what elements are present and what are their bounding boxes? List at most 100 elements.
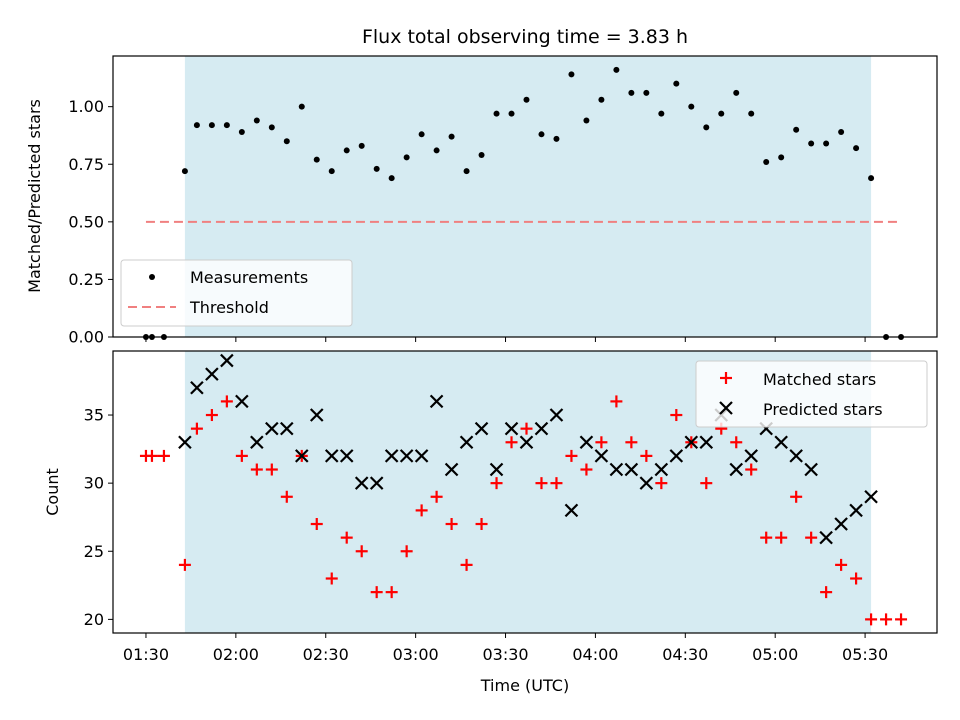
measurement-point	[283, 138, 290, 145]
y-tick-label: 35	[84, 406, 104, 425]
measurement-point	[223, 122, 230, 129]
predicted-star-point	[624, 462, 639, 477]
matched-star-point	[700, 477, 713, 490]
x-tick-label: 03:00	[393, 645, 439, 664]
x-tick-label: 02:00	[213, 645, 259, 664]
matched-star-point	[835, 558, 848, 571]
matched-star-point	[400, 545, 413, 558]
predicted-star-point	[849, 503, 863, 518]
measurement-points	[142, 66, 905, 340]
matched-star-point	[490, 477, 503, 490]
measurement-point	[193, 122, 200, 129]
measurement-point	[268, 124, 275, 131]
measurement-point	[733, 89, 740, 96]
predicted-star-point	[399, 449, 414, 463]
legend-label-matched: Matched stars	[763, 370, 876, 389]
predicted-star-point	[819, 530, 833, 545]
top-y-ticks: 0.00 0.25 0.50 0.75 1.00	[68, 97, 113, 347]
measurement-point	[838, 129, 845, 136]
predicted-star-point	[684, 435, 699, 450]
legend-marker-matched	[720, 372, 732, 384]
matched-star-point	[850, 572, 863, 585]
bottom-x-ticks: 01:30 02:00 02:30 03:00 03:30 04:00 04:30 05:00…	[123, 633, 888, 664]
top-x-ticks	[145, 337, 866, 342]
bottom-legend-box	[695, 360, 928, 428]
predicted-star-point	[354, 476, 369, 490]
predicted-star-point	[205, 367, 219, 381]
measurement-point	[778, 154, 785, 161]
top-y-axis-title: Matched/Predicted stars	[25, 99, 44, 293]
legend-label-threshold: Threshold	[189, 298, 269, 317]
measurement-point	[823, 140, 830, 147]
matched-star-point	[280, 490, 293, 503]
predicted-star-point	[639, 476, 654, 490]
legend-marker-predicted	[719, 401, 733, 415]
predicted-star-point	[309, 408, 324, 422]
matched-star-point	[775, 531, 788, 544]
measurement-point	[388, 175, 395, 182]
matched-star-point	[145, 449, 158, 462]
predicted-star-point	[250, 435, 264, 450]
matched-star-point	[430, 490, 443, 503]
predicted-star-point	[444, 462, 459, 477]
matched-star-point	[310, 518, 323, 531]
top-plot-frame	[112, 55, 938, 338]
predicted-star-point	[549, 408, 564, 422]
matched-star-point	[178, 558, 191, 571]
predicted-star-point	[220, 353, 234, 368]
predicted-star-point	[178, 435, 192, 450]
measurement-point	[568, 71, 575, 78]
predicted-star-point	[339, 449, 354, 463]
predicted-star-point	[294, 449, 309, 463]
measurement-point	[643, 89, 650, 96]
predicted-star-point	[744, 449, 759, 463]
predicted-star-point	[519, 435, 534, 450]
measurement-point	[808, 140, 815, 147]
x-axis-title: Time (UTC)	[480, 676, 569, 695]
top-legend: Measurements Threshold	[120, 259, 353, 327]
measurement-point	[868, 175, 875, 182]
x-tick-label: 03:30	[482, 645, 528, 664]
predicted-star-point	[265, 421, 279, 436]
measurement-point	[238, 129, 245, 136]
measurement-point	[418, 131, 425, 138]
measurement-point	[373, 165, 380, 172]
predicted-star-point	[280, 421, 294, 436]
measurement-point	[433, 147, 440, 154]
matched-star-point	[520, 422, 533, 435]
bottom-plot-frame	[112, 350, 938, 634]
matched-star-point	[190, 422, 203, 435]
y-tick-label: 0.75	[68, 155, 104, 174]
matched-star-point	[535, 477, 548, 490]
matched-star-point	[790, 490, 803, 503]
predicted-star-point	[804, 462, 818, 477]
predicted-star-point	[190, 381, 204, 395]
predicted-star-point	[579, 435, 594, 450]
measurement-point	[403, 154, 410, 161]
matched-star-point	[385, 586, 398, 599]
measurement-point	[793, 126, 800, 133]
matched-star-point	[595, 436, 608, 449]
y-tick-label: 0.50	[68, 212, 104, 231]
measurement-point	[748, 110, 755, 117]
x-tick-label: 02:30	[303, 645, 349, 664]
matched-star-point	[235, 449, 248, 462]
count-points	[139, 353, 908, 626]
matched-star-point	[730, 436, 743, 449]
measurement-point	[448, 133, 455, 140]
matched-star-point	[355, 545, 368, 558]
matched-star-point	[820, 586, 833, 599]
measurement-point	[343, 147, 350, 154]
measurement-point	[208, 122, 215, 129]
x-tick-label: 05:00	[752, 645, 798, 664]
matched-star-point	[370, 586, 383, 599]
predicted-star-point	[324, 449, 339, 463]
matched-star-point	[745, 463, 758, 476]
predicted-star-point	[594, 449, 609, 463]
matched-star-point	[460, 558, 473, 571]
matched-star-point	[565, 449, 578, 462]
predicted-star-point	[429, 394, 444, 409]
measurement-point	[613, 66, 620, 73]
predicted-star-point	[459, 435, 474, 450]
matched-star-point	[445, 518, 458, 531]
